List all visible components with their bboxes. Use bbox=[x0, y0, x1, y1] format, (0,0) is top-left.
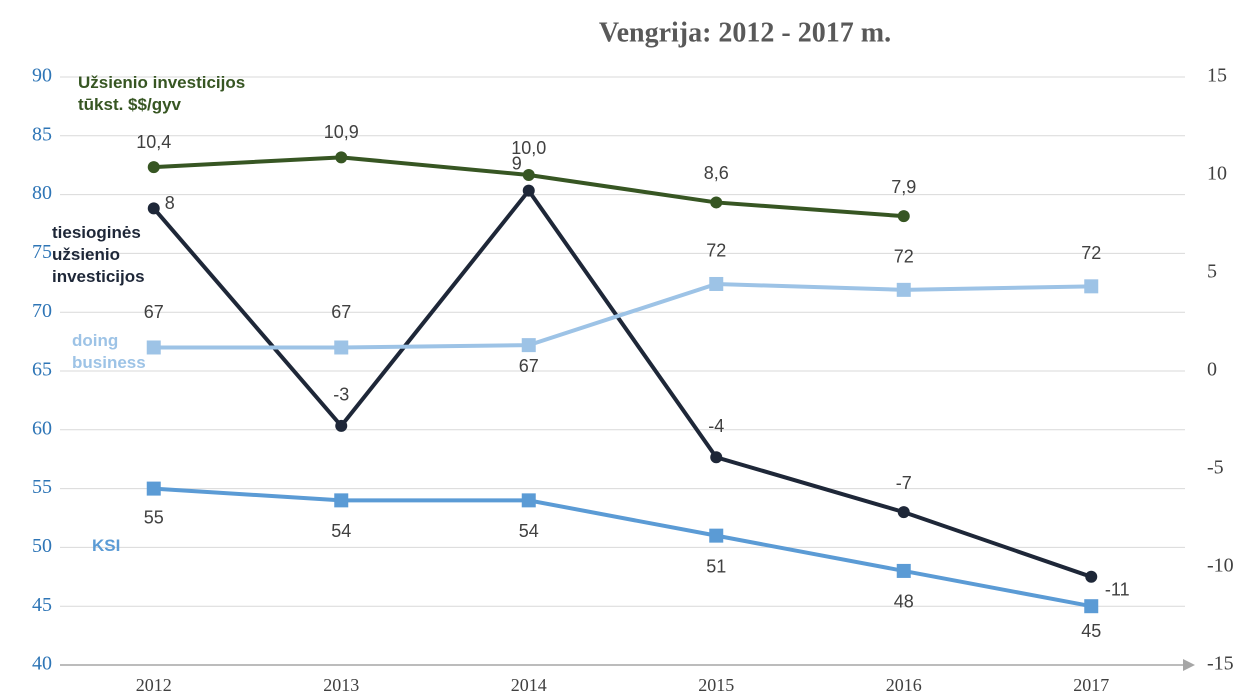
data-label: -4 bbox=[708, 416, 724, 436]
data-label: -11 bbox=[1105, 580, 1130, 600]
marker bbox=[710, 451, 723, 464]
y-tick-label: 65 bbox=[32, 359, 52, 381]
marker bbox=[1085, 570, 1098, 583]
data-label: 51 bbox=[706, 556, 726, 576]
data-label: 10,0 bbox=[511, 138, 546, 158]
data-label: 9 bbox=[512, 153, 522, 173]
series-label: KSI bbox=[92, 536, 121, 555]
data-label: 72 bbox=[1081, 243, 1101, 263]
y2-tick-label: -5 bbox=[1207, 457, 1224, 479]
marker bbox=[896, 563, 911, 578]
marker bbox=[709, 528, 724, 543]
data-label: 55 bbox=[144, 507, 164, 527]
series-label: Užsienio investicijos tūkst. $$/gyv bbox=[78, 73, 246, 114]
x-axis-arrow bbox=[1183, 659, 1195, 671]
series-line bbox=[153, 281, 1092, 350]
marker bbox=[335, 151, 348, 164]
y2-tick-label: -15 bbox=[1207, 653, 1234, 675]
y-tick-label: 45 bbox=[32, 594, 52, 616]
data-label: 8 bbox=[165, 193, 175, 213]
y-tick-label: 80 bbox=[32, 182, 52, 204]
marker bbox=[521, 493, 536, 508]
y-tick-label: 75 bbox=[32, 241, 52, 263]
marker bbox=[1084, 599, 1099, 614]
y2-tick-label: 15 bbox=[1207, 65, 1227, 87]
data-label: 7,9 bbox=[891, 177, 916, 197]
data-label: 72 bbox=[706, 241, 726, 261]
y2-tick-label: 0 bbox=[1207, 359, 1217, 381]
x-tick-label: 2017 bbox=[1073, 675, 1109, 695]
data-label: 10,4 bbox=[136, 132, 171, 152]
marker bbox=[147, 161, 160, 174]
x-tick-label: 2015 bbox=[698, 675, 734, 695]
y2-tick-label: -10 bbox=[1207, 555, 1234, 577]
data-label: 54 bbox=[519, 521, 539, 541]
data-label: -3 bbox=[333, 385, 349, 405]
data-label: 67 bbox=[144, 302, 164, 322]
marker bbox=[521, 338, 536, 353]
y2-tick-label: 5 bbox=[1207, 261, 1217, 283]
data-label: 54 bbox=[331, 521, 351, 541]
marker bbox=[334, 340, 349, 355]
data-label: 72 bbox=[894, 247, 914, 267]
marker bbox=[334, 493, 349, 508]
series-line bbox=[153, 486, 1092, 609]
x-tick-label: 2013 bbox=[323, 675, 359, 695]
series-label: tiesioginės užsienio investicijos bbox=[52, 223, 145, 286]
y2-tick-label: 10 bbox=[1207, 163, 1227, 185]
data-label: 48 bbox=[894, 592, 914, 612]
x-tick-label: 2012 bbox=[136, 675, 172, 695]
marker bbox=[897, 506, 910, 519]
y-tick-label: 40 bbox=[32, 653, 52, 675]
y-tick-label: 60 bbox=[32, 417, 52, 439]
data-label: 10,9 bbox=[324, 122, 359, 142]
chart-title: Vengrija: 2012 - 2017 m. bbox=[599, 17, 891, 48]
marker bbox=[709, 276, 724, 291]
marker bbox=[897, 210, 910, 223]
y-tick-label: 50 bbox=[32, 535, 52, 557]
y-tick-label: 55 bbox=[32, 476, 52, 498]
data-label: 8,6 bbox=[704, 163, 729, 183]
marker bbox=[1084, 279, 1099, 294]
x-tick-label: 2014 bbox=[511, 675, 547, 695]
marker bbox=[522, 169, 535, 181]
marker bbox=[147, 202, 160, 215]
series-line bbox=[152, 187, 1092, 579]
x-tick-label: 2016 bbox=[886, 675, 922, 695]
data-label: 45 bbox=[1081, 621, 1101, 641]
data-label: -7 bbox=[896, 473, 912, 493]
y-tick-label: 85 bbox=[32, 123, 52, 145]
y-tick-label: 70 bbox=[32, 300, 52, 322]
marker bbox=[896, 282, 911, 297]
marker bbox=[522, 184, 535, 197]
y-tick-label: 90 bbox=[32, 65, 52, 87]
series-label: doing business bbox=[72, 331, 146, 372]
marker bbox=[335, 419, 348, 432]
marker bbox=[146, 481, 161, 496]
marker bbox=[710, 196, 723, 209]
data-label: 67 bbox=[331, 302, 351, 322]
marker bbox=[146, 340, 161, 355]
data-label: 67 bbox=[519, 356, 539, 376]
